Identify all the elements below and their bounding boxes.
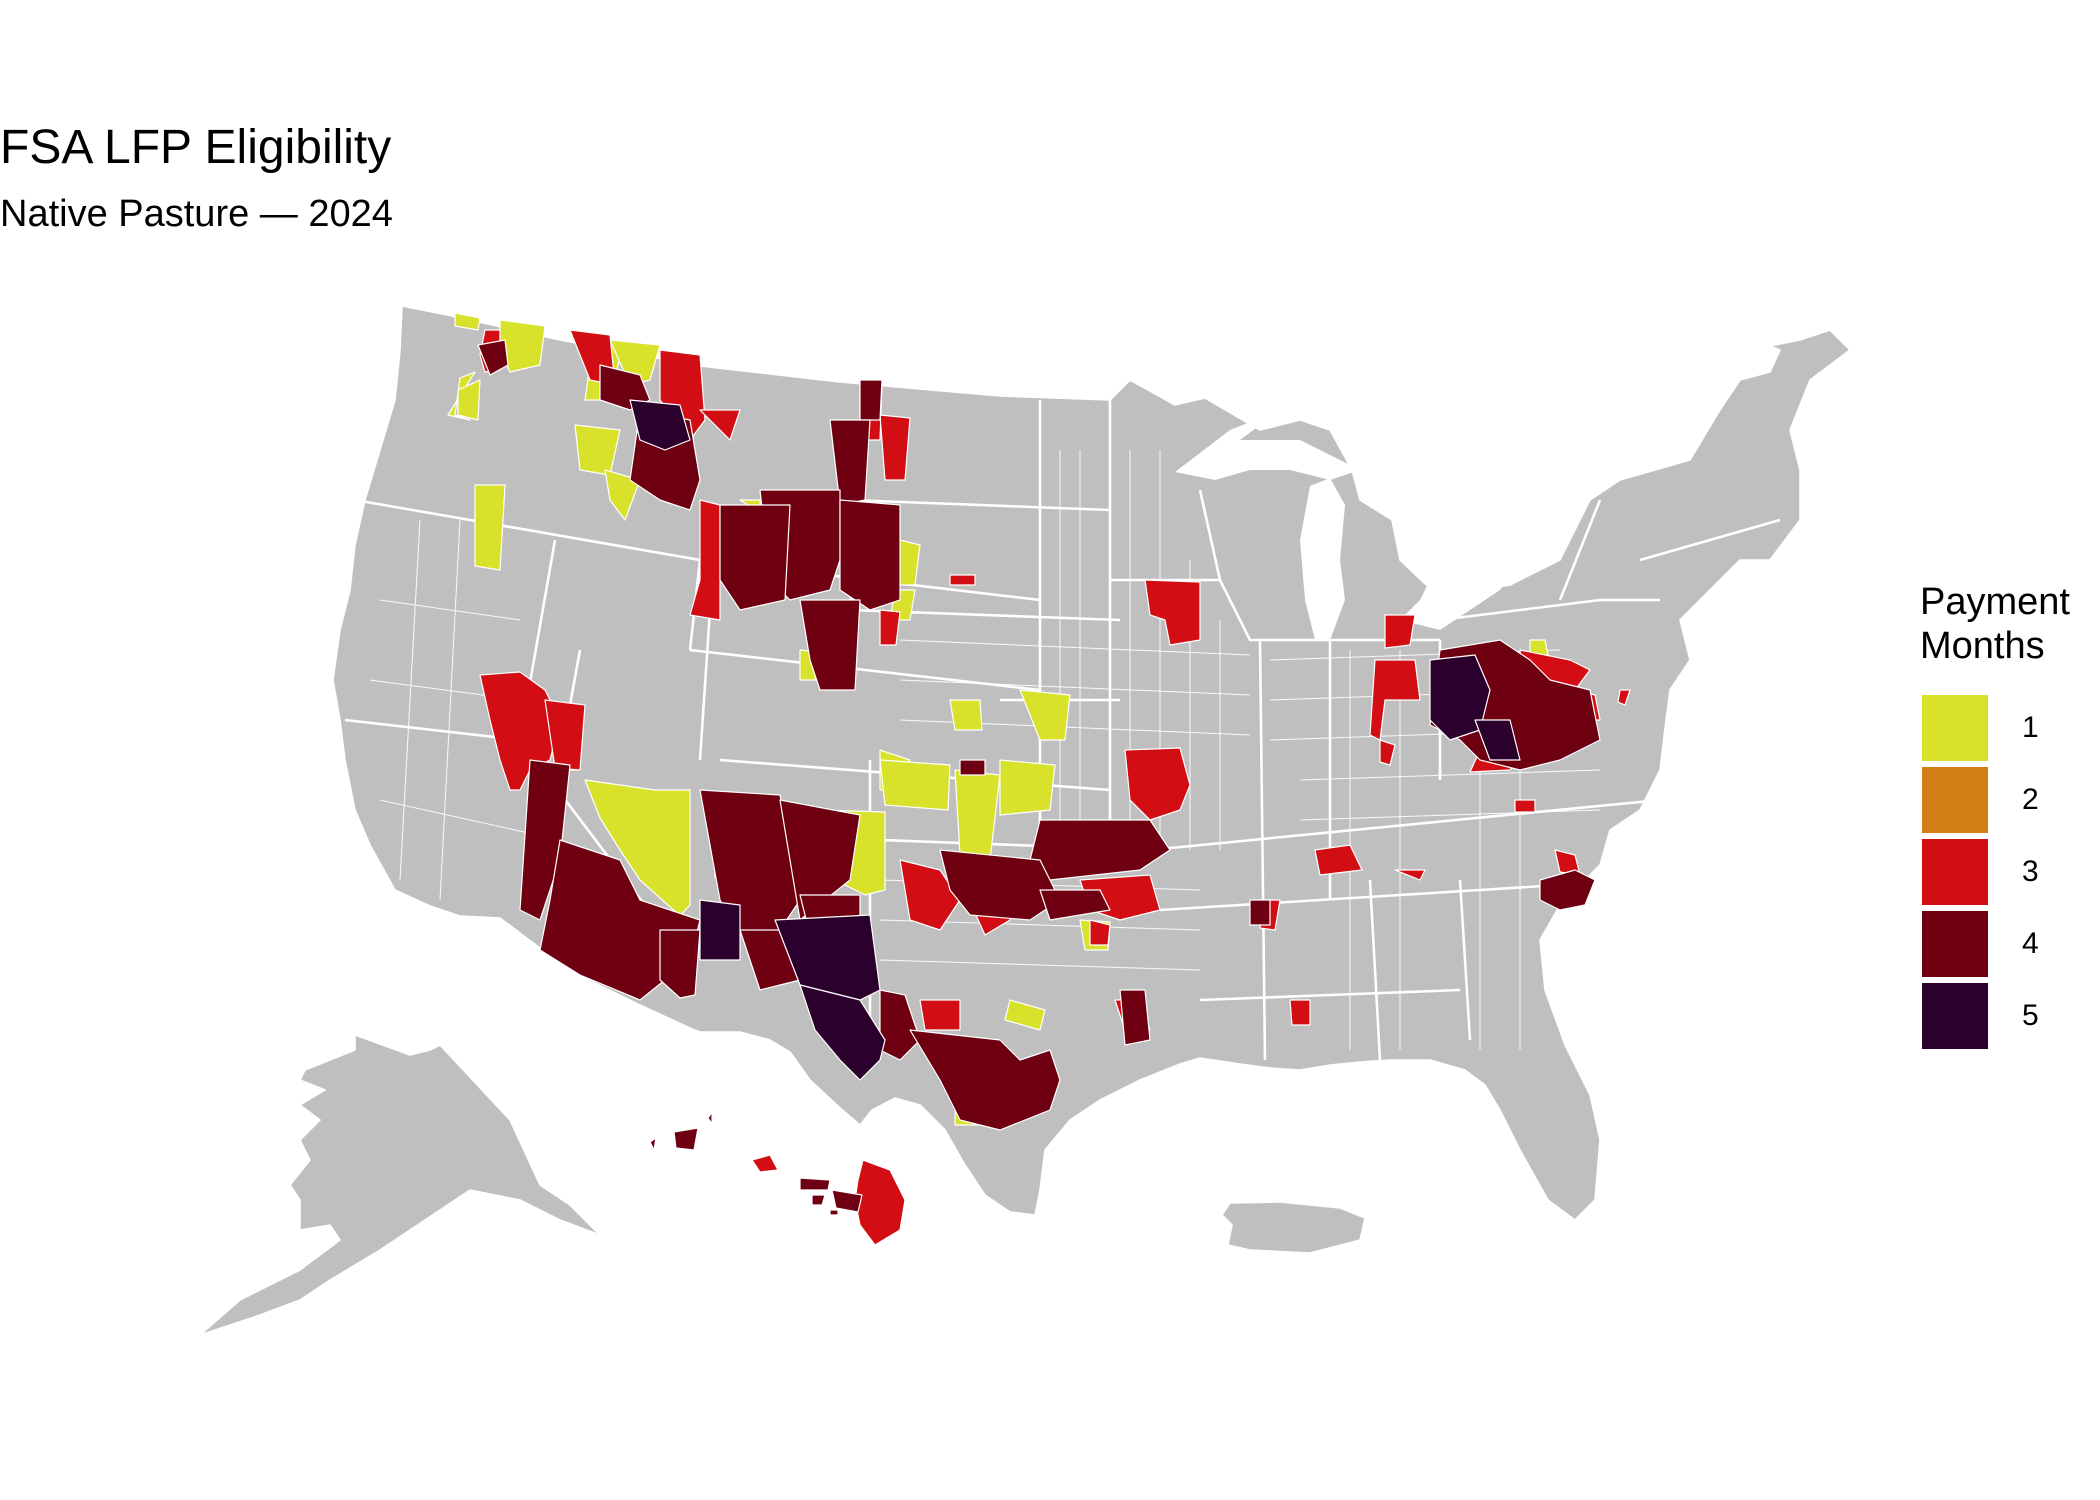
legend-swatch-1 [1922,695,1988,761]
legend-item-3: 3 [1920,836,2100,908]
lake-huron-erie [1360,470,1520,630]
alaska-land [199,1034,601,1336]
legend-label-2: 2 [2022,783,2039,816]
puerto-rico-land [1221,1201,1366,1254]
legend-swatch-4 [1922,911,1988,977]
legend-label-4: 4 [2022,927,2039,960]
legend-title: Payment Months [1920,581,2070,667]
legend-item-4: 4 [1920,908,2100,980]
legend-swatch-3 [1922,839,1988,905]
legend-label-1: 1 [2022,711,2039,744]
lake-michigan [1300,478,1345,640]
lake-superior [1175,410,1360,480]
legend-item-2: 2 [1920,764,2100,836]
legend-swatch-2 [1922,767,1988,833]
legend-swatch-5 [1922,983,1988,1049]
legend-label-5: 5 [2022,999,2039,1032]
chart-subtitle: Native Pasture — 2024 [0,193,393,235]
chart-title: FSA LFP Eligibility [0,121,392,174]
legend-item-5: 5 [1920,980,2100,1052]
legend-items: 1 2 3 4 5 [1920,692,2100,1052]
legend-label-3: 3 [2022,855,2039,888]
eligibility-regions [447,312,1631,1246]
legend-item-1: 1 [1920,692,2100,764]
category-5-regions [629,399,1521,1081]
legend: Payment Months 1 2 3 4 5 [1920,580,2100,1052]
